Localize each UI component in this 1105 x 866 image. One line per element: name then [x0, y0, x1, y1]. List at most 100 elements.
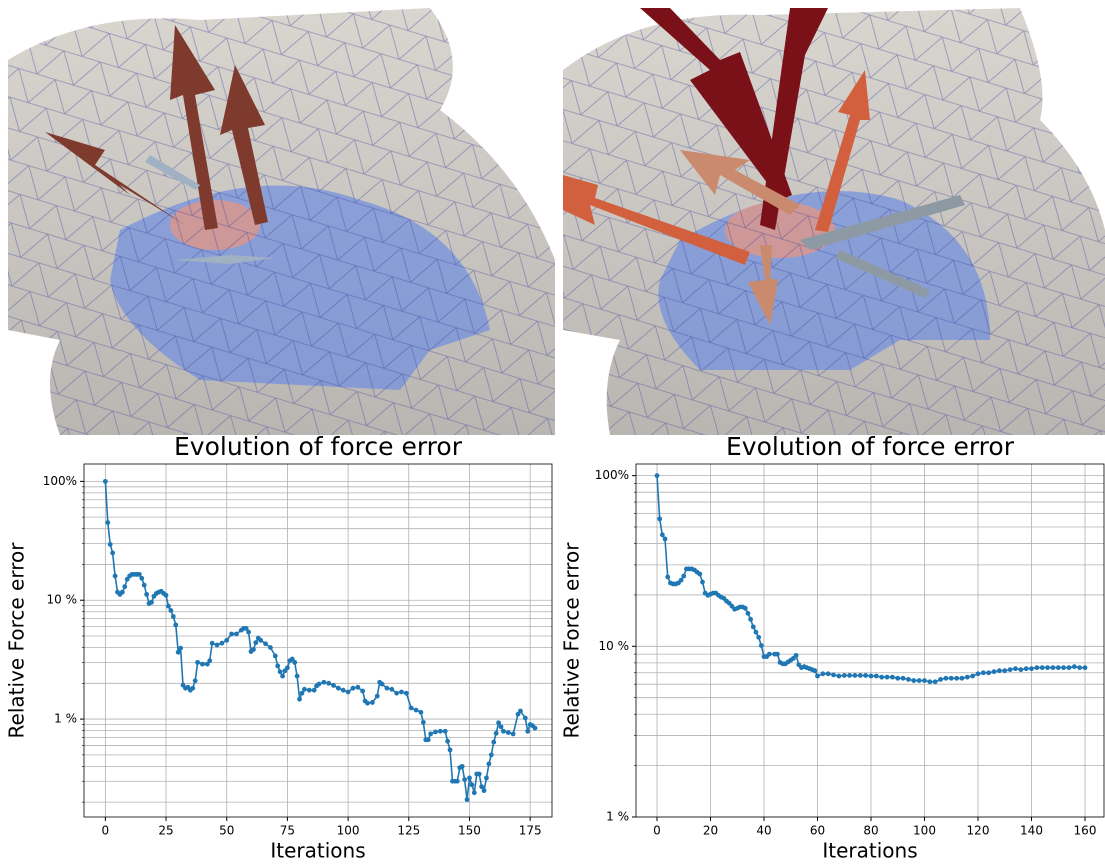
- data-point: [681, 573, 687, 579]
- data-point: [326, 680, 332, 686]
- data-point: [418, 709, 424, 715]
- data-point: [246, 629, 251, 635]
- x-axis-label: Iterations: [822, 839, 917, 863]
- data-point: [1007, 667, 1013, 673]
- data-point: [659, 532, 665, 538]
- data-point: [289, 656, 295, 662]
- data-point: [251, 647, 256, 652]
- data-point: [742, 605, 748, 611]
- data-point: [847, 673, 853, 678]
- y-tick-label: 10 %: [47, 593, 78, 607]
- data-point: [442, 728, 448, 734]
- data-point: [815, 673, 820, 679]
- y-axis-label: Relative Force error: [5, 542, 29, 739]
- x-tick-label: 100: [337, 824, 360, 838]
- data-point: [311, 687, 317, 693]
- data-point: [1039, 665, 1045, 671]
- data-point: [493, 730, 499, 736]
- data-point: [488, 752, 494, 758]
- data-point: [1023, 666, 1029, 672]
- data-point: [525, 728, 531, 734]
- x-tick-label: 80: [863, 824, 878, 838]
- x-tick-label: 150: [458, 824, 481, 838]
- data-point: [229, 631, 234, 637]
- data-point: [166, 603, 171, 609]
- data-point: [299, 690, 305, 696]
- data-point: [938, 677, 943, 682]
- data-point: [491, 739, 497, 745]
- data-point: [997, 668, 1002, 674]
- data-point: [214, 642, 220, 648]
- data-point: [428, 731, 434, 737]
- data-point: [1061, 665, 1067, 671]
- data-point: [190, 685, 196, 691]
- data-point: [170, 614, 176, 619]
- data-point: [389, 686, 395, 692]
- data-point: [263, 641, 268, 647]
- data-point: [748, 616, 754, 622]
- data-point: [394, 690, 400, 696]
- data-point: [657, 516, 663, 522]
- data-point: [195, 659, 201, 665]
- data-point: [873, 673, 879, 679]
- data-point: [812, 668, 818, 674]
- data-point: [532, 725, 538, 731]
- data-point: [959, 675, 965, 681]
- chart-title: Evolution of force error: [174, 432, 463, 461]
- x-tick-label: 25: [158, 824, 173, 838]
- x-tick-label: 140: [1020, 824, 1043, 838]
- x-tick-label: 175: [519, 824, 542, 838]
- data-point: [200, 661, 205, 667]
- x-tick-label: 100: [913, 824, 936, 838]
- y-tick-label: 100%: [43, 474, 77, 488]
- data-point: [433, 729, 438, 735]
- data-point: [243, 625, 249, 631]
- data-point: [927, 679, 933, 685]
- data-point: [654, 473, 660, 479]
- data-point: [459, 763, 465, 769]
- data-point: [932, 679, 938, 685]
- data-point: [906, 677, 911, 682]
- data-point: [857, 673, 863, 678]
- x-tick-label: 0: [653, 824, 661, 838]
- data-point: [1002, 668, 1008, 674]
- data-point: [124, 576, 130, 582]
- y-tick-label: 1 %: [606, 810, 629, 824]
- data-point: [793, 652, 799, 658]
- x-tick-label: 60: [810, 824, 825, 838]
- data-point: [374, 693, 380, 699]
- data-point: [1013, 666, 1018, 672]
- data-point: [665, 574, 671, 580]
- data-point: [420, 719, 426, 725]
- data-point: [476, 771, 482, 777]
- data-point: [454, 778, 460, 784]
- data-point: [360, 688, 366, 694]
- data-point: [445, 738, 451, 744]
- data-point: [144, 591, 150, 597]
- data-point: [173, 622, 179, 628]
- data-point: [350, 685, 356, 691]
- data-point: [462, 777, 468, 782]
- y-tick-label: 1 %: [54, 712, 77, 726]
- data-point: [879, 674, 885, 680]
- data-point: [700, 579, 705, 585]
- data-point: [501, 728, 506, 734]
- data-point: [758, 643, 764, 648]
- data-point: [294, 673, 300, 679]
- data-point: [469, 782, 475, 788]
- data-point: [447, 747, 453, 753]
- data-point: [467, 775, 472, 781]
- data-point: [464, 797, 470, 803]
- data-point: [916, 678, 922, 683]
- data-point: [122, 584, 128, 590]
- data-point: [884, 674, 890, 680]
- data-point: [224, 637, 230, 643]
- data-point: [820, 671, 826, 677]
- data-point: [365, 700, 370, 706]
- x-tick-label: 75: [280, 824, 295, 838]
- data-point: [403, 690, 409, 696]
- x-axis-label: Iterations: [270, 839, 365, 863]
- data-point: [895, 675, 901, 681]
- data-point: [753, 629, 759, 635]
- y-tick-label: 100%: [595, 468, 629, 482]
